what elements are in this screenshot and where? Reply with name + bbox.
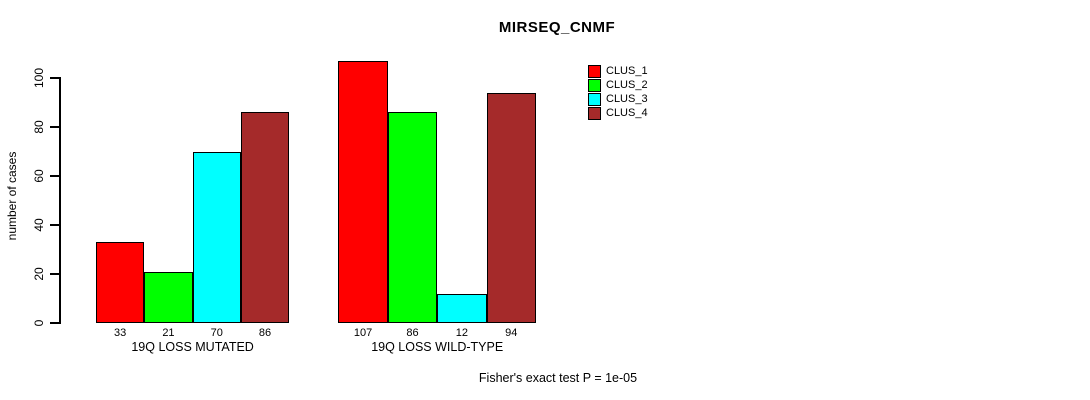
y-tick	[50, 175, 59, 177]
bar-clus_2	[387, 112, 438, 323]
legend-swatch	[588, 78, 601, 92]
legend-label: CLUS_2	[606, 78, 648, 91]
legend-swatch	[588, 106, 601, 120]
y-axis-line	[59, 77, 61, 324]
y-axis-label: number of cases	[5, 151, 19, 241]
legend-item: CLUS_4	[588, 106, 648, 120]
fisher-test-annotation: Fisher's exact test P = 1e-05	[478, 371, 638, 385]
bar-value-label: 94	[505, 327, 518, 339]
bar-clus_1	[338, 60, 388, 323]
bar-value-label: 70	[210, 327, 223, 339]
chart-title: MIRSEQ_CNMF	[498, 19, 616, 36]
y-tick	[50, 322, 59, 324]
group-label: 19Q LOSS MUTATED	[131, 339, 254, 354]
legend-label: CLUS_3	[606, 92, 648, 105]
bar-clus_3	[192, 151, 241, 323]
legend-item: CLUS_2	[588, 78, 648, 92]
bar-clus_3	[437, 293, 487, 323]
group-label: 19Q LOSS WILD-TYPE	[371, 339, 504, 354]
legend-label: CLUS_1	[606, 64, 648, 77]
y-tick-label: 100	[32, 67, 46, 89]
bar-value-label: 12	[455, 327, 469, 339]
y-tick-label: 40	[32, 218, 46, 232]
y-tick-label: 0	[32, 319, 46, 327]
legend-item: CLUS_1	[588, 64, 648, 78]
y-tick	[50, 126, 59, 128]
y-tick-label: 60	[32, 169, 46, 183]
bar-value-label: 21	[162, 327, 175, 339]
bar-clus_1	[96, 242, 145, 323]
bar-value-label: 107	[353, 327, 373, 339]
y-tick	[50, 77, 59, 79]
bar-clus_2	[144, 271, 193, 323]
legend-swatch	[588, 92, 601, 106]
bar-value-label: 86	[258, 327, 272, 339]
legend-item: CLUS_3	[588, 92, 648, 106]
bar-value-label: 33	[114, 327, 127, 339]
bar-clus_4	[240, 112, 290, 323]
y-tick	[50, 273, 59, 275]
y-tick-label: 80	[32, 120, 46, 134]
legend-label: CLUS_4	[606, 106, 648, 119]
bar-clus_4	[486, 92, 536, 323]
y-tick-label: 20	[32, 267, 46, 281]
y-tick	[50, 224, 59, 226]
bar-value-label: 86	[406, 327, 419, 339]
legend-swatch	[588, 64, 601, 78]
